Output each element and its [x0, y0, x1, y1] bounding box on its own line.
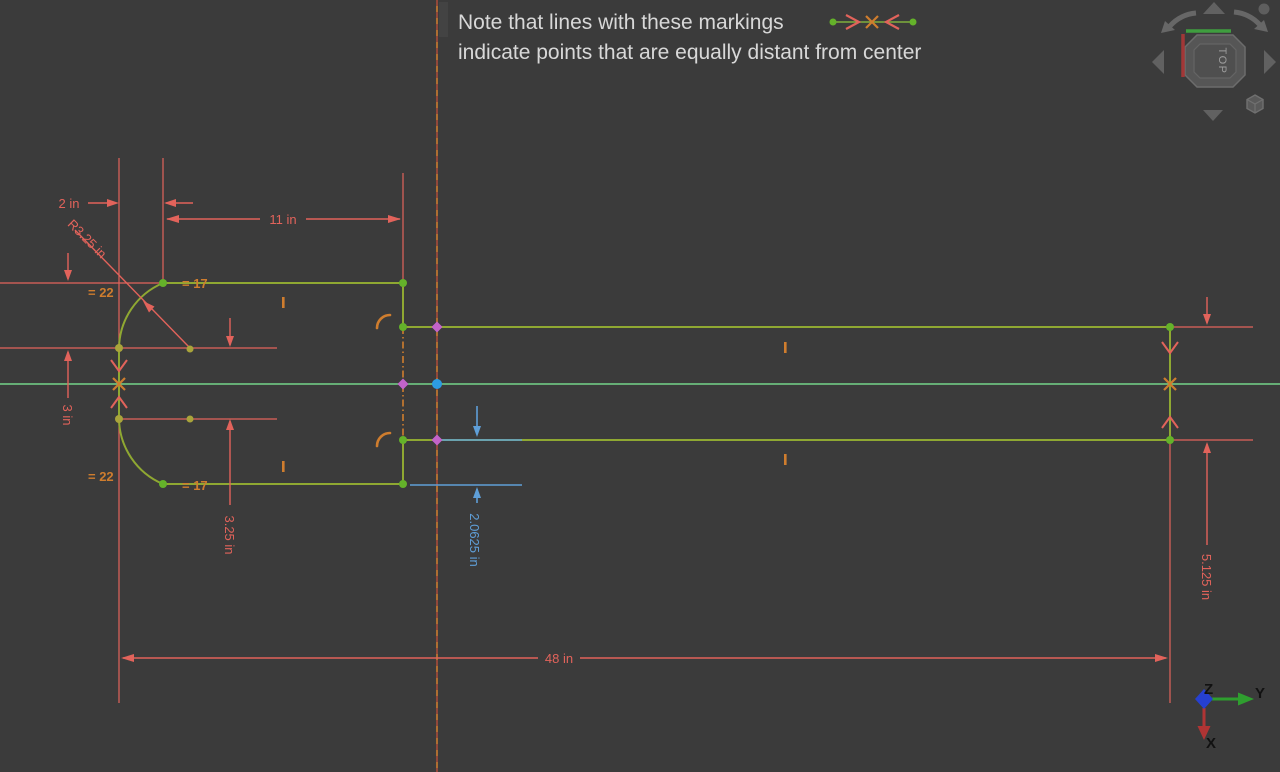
dimension-11in[interactable]: 11 in [166, 212, 401, 227]
view-cube-rotate-right-arrow[interactable] [1233, 9, 1268, 32]
view-cube-arrow-up[interactable] [1203, 2, 1225, 14]
note-annotation: Note that lines with these markings indi… [458, 11, 921, 64]
triad-y-label: Y [1255, 685, 1265, 702]
equal-distance-markers [110, 341, 1179, 429]
dimension-20625in[interactable]: 2.0625 in [410, 406, 522, 567]
arc-endpoint-vertices[interactable] [115, 344, 123, 423]
dimension-5125in-label[interactable]: 5.125 in [1199, 554, 1214, 600]
dimension-11in-label[interactable]: 11 in [269, 212, 296, 227]
view-cube-arrow-left[interactable] [1152, 50, 1164, 74]
view-cube-rotate-left-arrow[interactable] [1161, 10, 1197, 33]
triad-z-label: Z [1204, 681, 1213, 698]
triad-z-marker [1195, 689, 1213, 709]
tangent-constraint-icons [375, 313, 392, 448]
dimension-3in-label[interactable]: 3 in [60, 405, 75, 426]
equal-constraint-label[interactable]: = 22 [88, 285, 114, 300]
equal-constraint-label[interactable]: = 17 [182, 478, 208, 493]
triad-y-arrow [1238, 692, 1254, 706]
note-line-1: Note that lines with these markings [458, 11, 784, 34]
sketch-vertices[interactable] [159, 279, 1174, 488]
dimension-3in[interactable]: 3 in [60, 253, 75, 425]
equal-distance-legend-icon [829, 14, 917, 30]
note-line-2: indicate points that are equally distant… [458, 41, 921, 64]
text-cursor [439, 2, 448, 37]
dimension-325in[interactable]: 3.25 in [222, 318, 237, 555]
dimension-48in[interactable]: 48 in [121, 651, 1168, 666]
view-cube-face[interactable] [1193, 43, 1237, 79]
dimension-2in-label[interactable]: 2 in [59, 196, 80, 211]
orientation-triad: Z Y X [1195, 681, 1265, 752]
view-cube-arrow-right[interactable] [1264, 50, 1276, 74]
dimension-radius[interactable]: R3.25 in [65, 216, 190, 348]
view-cube[interactable]: TOP [1152, 2, 1276, 121]
view-cube-face-label[interactable]: TOP [1216, 48, 1228, 75]
dimension-5125in[interactable]: 5.125 in [1199, 297, 1214, 600]
equal-constraint-label[interactable]: = 22 [88, 469, 114, 484]
sketch-origin-point[interactable] [432, 379, 442, 389]
equal-constraint-label[interactable]: = 17 [182, 276, 208, 291]
dimension-radius-label[interactable]: R3.25 in [65, 216, 110, 261]
home-view-icon[interactable] [1246, 94, 1264, 114]
view-cube-orbit-dot[interactable] [1258, 3, 1270, 15]
midpoint-markers[interactable] [397, 321, 443, 446]
dimension-48in-label[interactable]: 48 in [545, 651, 573, 666]
triad-x-arrow [1197, 726, 1211, 740]
equal-length-ticks [282, 297, 787, 472]
dimension-20625in-label[interactable]: 2.0625 in [467, 513, 482, 567]
triad-x-label: X [1206, 735, 1216, 752]
arc-center-points[interactable] [186, 345, 194, 423]
view-cube-arrow-down[interactable] [1203, 110, 1223, 121]
dimension-extension-lines [0, 158, 1253, 703]
dimension-2in[interactable]: 2 in [59, 196, 193, 211]
dimension-325in-label[interactable]: 3.25 in [222, 515, 237, 554]
